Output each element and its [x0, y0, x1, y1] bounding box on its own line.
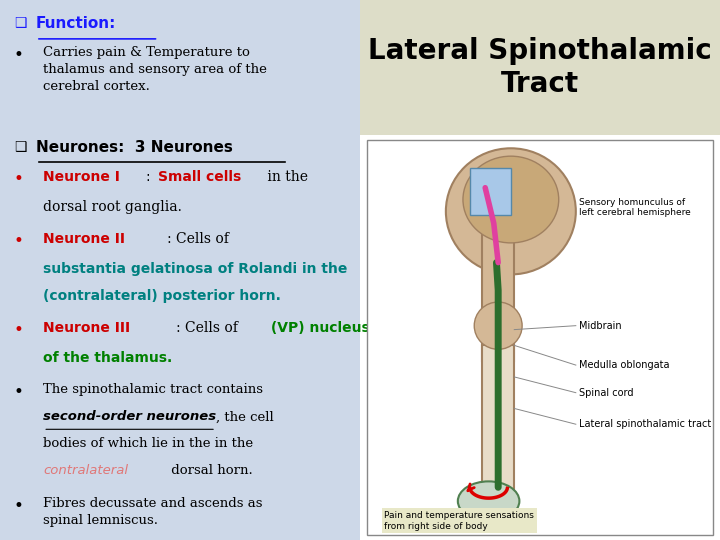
Text: Carries pain & Temperature to
thalamus and sensory area of the
cerebral cortex.: Carries pain & Temperature to thalamus a… — [43, 46, 267, 93]
Text: Spinal cord: Spinal cord — [579, 388, 634, 397]
Text: contralateral: contralateral — [43, 464, 128, 477]
Text: Neurone III: Neurone III — [43, 321, 130, 335]
Ellipse shape — [458, 481, 519, 521]
Text: dorsal horn.: dorsal horn. — [167, 464, 253, 477]
Text: •: • — [13, 497, 23, 515]
Text: of the thalamus.: of the thalamus. — [43, 351, 173, 365]
Text: Sensory homunculus of
left cerebral hemisphere: Sensory homunculus of left cerebral hemi… — [579, 198, 691, 217]
Text: Small cells: Small cells — [158, 170, 242, 184]
Text: :: : — [145, 170, 159, 184]
Text: Fibres decussate and ascends as
spinal lemniscus.: Fibres decussate and ascends as spinal l… — [43, 497, 263, 527]
Text: in the: in the — [263, 170, 308, 184]
Text: Neurone II: Neurone II — [43, 232, 125, 246]
Text: dorsal root ganglia.: dorsal root ganglia. — [43, 200, 182, 214]
Text: Pain and temperature sensations
from right side of body: Pain and temperature sensations from rig… — [384, 511, 534, 531]
Text: : Cells of: : Cells of — [176, 321, 238, 335]
Ellipse shape — [463, 156, 559, 243]
Text: second-order neurones: second-order neurones — [43, 410, 216, 423]
Text: (contralateral) posterior horn.: (contralateral) posterior horn. — [43, 289, 281, 303]
Text: Midbrain: Midbrain — [579, 321, 622, 330]
FancyBboxPatch shape — [470, 168, 511, 215]
Text: ❑: ❑ — [14, 140, 27, 154]
Text: •: • — [13, 321, 23, 339]
Text: (VP) nucleus: (VP) nucleus — [266, 321, 370, 335]
FancyBboxPatch shape — [360, 0, 720, 135]
Ellipse shape — [474, 302, 522, 349]
Text: •: • — [13, 46, 23, 64]
Ellipse shape — [446, 148, 576, 274]
Text: Neurone I: Neurone I — [43, 170, 120, 184]
FancyBboxPatch shape — [367, 140, 713, 535]
Text: Medulla oblongata: Medulla oblongata — [579, 360, 670, 370]
Text: ❑: ❑ — [14, 16, 27, 30]
Text: substantia gelatinosa of Rolandi in the: substantia gelatinosa of Rolandi in the — [43, 262, 348, 276]
Text: •: • — [13, 170, 23, 188]
Text: , the cell: , the cell — [216, 410, 274, 423]
Text: Function:: Function: — [36, 16, 117, 31]
FancyBboxPatch shape — [482, 346, 514, 491]
Text: bodies of which lie in the in the: bodies of which lie in the in the — [43, 437, 253, 450]
Text: Neurones:  3 Neurones: Neurones: 3 Neurones — [36, 140, 233, 156]
Text: •: • — [13, 383, 23, 401]
FancyBboxPatch shape — [482, 204, 514, 361]
Text: : Cells of: : Cells of — [167, 232, 229, 246]
Text: The spinothalamic tract contains: The spinothalamic tract contains — [43, 383, 264, 396]
Text: •: • — [13, 232, 23, 250]
FancyBboxPatch shape — [0, 0, 360, 540]
Text: Lateral spinothalamic tract: Lateral spinothalamic tract — [579, 419, 711, 429]
Text: Lateral Spinothalamic
Tract: Lateral Spinothalamic Tract — [368, 37, 712, 98]
